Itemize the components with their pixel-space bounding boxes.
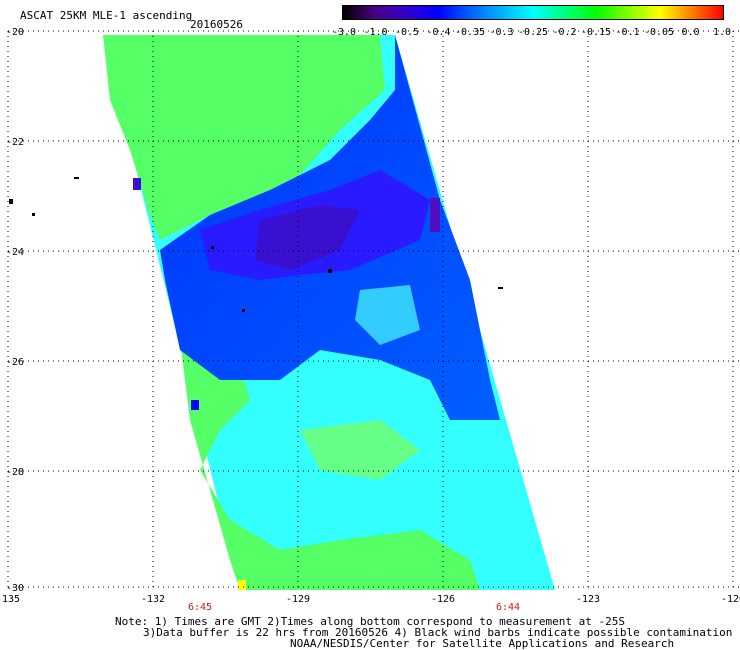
colorbar-tick-label: 0.0 — [681, 27, 699, 38]
latitude-label: -28 — [6, 467, 24, 478]
swath-edge-bit — [430, 198, 440, 232]
latitude-label: -26 — [6, 357, 24, 368]
colorbar-tick-label: -0.05 — [644, 27, 674, 38]
note-line-1: Note: 1) Times are GMT 2)Times along bot… — [115, 615, 625, 628]
color-scale-labels: -3.0 -1.0 -0.5 -0.4 -0.35 -0.3 -0.25 -0.2 -0.15-… — [332, 27, 731, 38]
latitude-label: -22 — [6, 137, 24, 148]
colorbar-tick-label: -3.0 — [332, 27, 356, 38]
pass-time-label: 6:45 — [188, 602, 212, 613]
color-scale-bar — [342, 5, 724, 20]
latitude-label: -20 — [6, 27, 24, 38]
colorbar-tick-label: -0.3 — [489, 27, 513, 38]
longitude-label: -120 — [721, 594, 740, 605]
colorbar-tick-label: -0.35 — [455, 27, 485, 38]
colorbar-tick-label: -0.5 — [395, 27, 419, 38]
swath-edge-bit3 — [191, 400, 199, 410]
colorbar-tick-label: 1.0 — [713, 27, 731, 38]
latitude-label: -30 — [6, 583, 24, 594]
longitude-label: -135 — [0, 594, 20, 605]
longitude-label: -123 — [576, 594, 600, 605]
colorbar-tick-label: -1.0 — [363, 27, 387, 38]
swath-violet — [255, 205, 360, 270]
pass-time-label: 6:44 — [496, 602, 520, 613]
longitude-label: -129 — [286, 594, 310, 605]
latitude-label: -24 — [6, 247, 24, 258]
colorbar-tick-label: -0.1 — [615, 27, 639, 38]
swath-green-north — [103, 35, 385, 240]
note-line-3: NOAA/NESDIS/Center for Satellite Applica… — [290, 637, 675, 650]
longitude-label: -126 — [431, 594, 455, 605]
longitude-label: -132 — [141, 594, 165, 605]
note-line-2: 3)Data buffer is 22 hrs from 20160526 4)… — [143, 626, 733, 639]
colorbar-tick-label: -0.15 — [581, 27, 611, 38]
swath-green-mid — [300, 420, 420, 480]
swath-edge-bit2 — [133, 178, 141, 190]
colorbar-tick-label: -0.2 — [552, 27, 576, 38]
swath-cyan-pocket — [355, 285, 420, 345]
colorbar-tick-label: -0.25 — [518, 27, 548, 38]
colorbar-tick-label: -0.4 — [426, 27, 450, 38]
map-title: ASCAT 25KM MLE-1 ascending — [20, 9, 193, 22]
map-date: 20160526 — [190, 18, 243, 31]
swath-corner — [238, 580, 246, 590]
wind-barbs — [9, 177, 503, 312]
